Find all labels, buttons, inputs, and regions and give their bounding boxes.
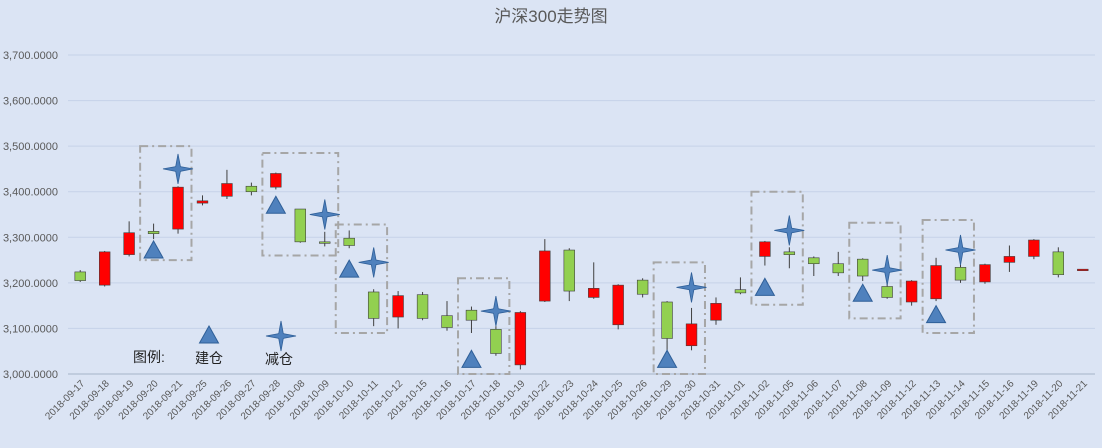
- build-triangle-icon: [461, 349, 482, 368]
- candle-body: [1077, 268, 1089, 271]
- candle-body: [245, 185, 258, 193]
- candle-body: [1052, 251, 1065, 275]
- reduce-star-icon: [358, 247, 389, 278]
- y-tick-label: 3,200.0000: [3, 278, 58, 290]
- candle-body: [514, 312, 527, 366]
- reduce-star-icon: [774, 215, 805, 246]
- y-tick-label: 3,100.0000: [3, 323, 58, 335]
- candle-body: [392, 295, 404, 318]
- candle-body: [979, 264, 991, 283]
- candle-body: [734, 289, 747, 294]
- build-triangle-icon: [198, 324, 220, 344]
- candle-body: [123, 232, 135, 255]
- candle-body: [930, 265, 942, 300]
- build-triangle-icon: [338, 259, 360, 278]
- candle-body: [783, 251, 796, 255]
- candle-body: [954, 267, 967, 281]
- candle-body: [441, 315, 453, 328]
- reduce-star-icon: [676, 272, 707, 303]
- reduce-star-icon: [480, 296, 511, 327]
- candle-body: [416, 294, 429, 319]
- chart-title: 沪深300走势图: [494, 7, 607, 26]
- highlight-box: [334, 223, 389, 334]
- candle-body: [661, 301, 673, 339]
- candle-body: [367, 291, 380, 319]
- candle-body: [612, 284, 624, 326]
- candle-body: [490, 329, 502, 354]
- candle-body: [563, 249, 575, 292]
- highlight-box: [750, 190, 804, 306]
- candle-body: [881, 286, 893, 298]
- candle-body: [1028, 239, 1040, 257]
- build-triangle-icon: [265, 195, 287, 214]
- y-tick-label: 3,500.0000: [3, 141, 58, 153]
- highlight-box: [921, 218, 975, 334]
- candle-body: [465, 309, 478, 321]
- legend-build-text: 建仓: [195, 350, 223, 366]
- candle-body: [343, 237, 355, 246]
- candle-body: [196, 200, 209, 204]
- legend-reduce-text: 减仓: [265, 351, 293, 367]
- build-triangle-icon: [925, 304, 947, 324]
- reduce-star-icon: [945, 234, 976, 266]
- reduce-star-icon: [309, 199, 340, 230]
- candle-body: [98, 251, 111, 286]
- candle-body: [857, 258, 869, 277]
- candle-body: [832, 263, 844, 274]
- build-triangle-icon: [143, 239, 164, 259]
- candle-body: [539, 250, 551, 302]
- candle-body: [1003, 256, 1016, 263]
- candle-body: [905, 280, 918, 303]
- highlight-boxes: [139, 145, 975, 376]
- build-triangle-icon: [852, 283, 874, 302]
- y-tick-label: 3,000.0000: [3, 369, 58, 381]
- y-tick-label: 3,400.0000: [3, 187, 58, 199]
- highlight-box: [139, 145, 193, 262]
- y-axis: 3,000.0000 3,100.0000 3,200.0000 3,300.0000…: [3, 50, 58, 381]
- reduce-star-icon: [265, 320, 297, 352]
- gridlines: [68, 54, 1095, 375]
- candle-body: [147, 231, 160, 234]
- candle-body: [636, 279, 649, 295]
- y-tick-label: 3,700.0000: [3, 50, 58, 62]
- y-tick-label: 3,300.0000: [3, 232, 58, 244]
- candle-body: [588, 288, 600, 298]
- candle-body: [808, 257, 820, 265]
- y-tick-label: 3,600.0000: [3, 96, 58, 108]
- highlight-box: [457, 277, 511, 375]
- trade-markers: [143, 153, 976, 368]
- candles: [74, 169, 1089, 370]
- candle-body: [74, 271, 86, 281]
- build-triangle-icon: [754, 277, 776, 296]
- build-triangle-icon: [656, 349, 678, 368]
- candle-body: [270, 173, 282, 188]
- legend-label: 图例:: [133, 349, 165, 365]
- highlight-box: [261, 151, 340, 257]
- reduce-star-icon: [162, 153, 194, 184]
- candle-body: [294, 208, 306, 243]
- candle-body: [221, 183, 233, 197]
- highlight-box: [652, 261, 706, 376]
- reduce-star-icon: [872, 255, 903, 286]
- legend: 图例: 建仓 减仓: [133, 320, 297, 367]
- x-axis: 2018-09-172018-09-182018-09-192018-09-20…: [43, 378, 1090, 422]
- candle-body: [172, 186, 184, 230]
- highlight-box: [848, 221, 902, 320]
- candle-body: [710, 303, 722, 321]
- candle-body: [759, 241, 771, 257]
- candle-body: [319, 241, 331, 244]
- candle-body: [685, 323, 698, 347]
